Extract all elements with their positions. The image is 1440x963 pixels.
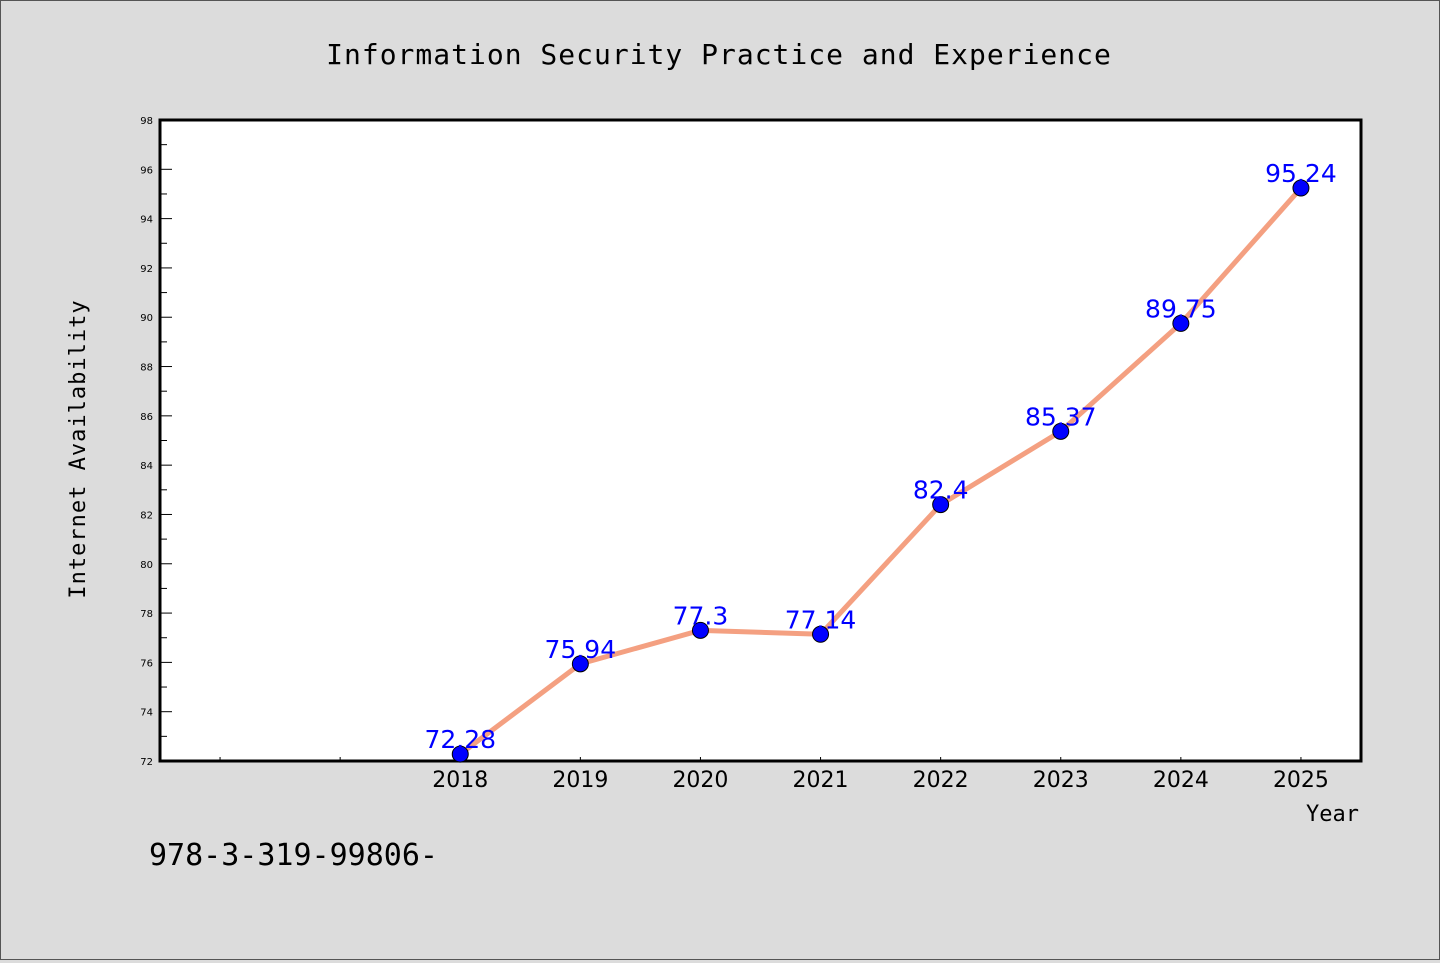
- data-label: 77.14: [785, 605, 857, 634]
- y-tick-label: 76: [140, 658, 153, 669]
- data-label: 72.28: [424, 725, 496, 754]
- x-axis-ticks: 2018 2019 2020 2021 2022 2023 2024 2025: [219, 757, 1329, 793]
- x-tick-label: 2021: [793, 768, 849, 793]
- y-tick-label: 84: [140, 461, 153, 472]
- y-tick-label: 96: [140, 165, 153, 176]
- x-tick-label: 2018: [432, 768, 488, 793]
- data-point: [932, 496, 950, 514]
- x-tick-label: 2020: [672, 768, 728, 793]
- x-tick-label: 2025: [1273, 768, 1329, 793]
- series-group: [451, 179, 1310, 763]
- data-label: 95.24: [1265, 159, 1337, 188]
- y-tick-label: 98: [140, 116, 153, 127]
- footer-text: 978-3-319-99806-: [149, 838, 438, 873]
- data-point: [691, 621, 709, 639]
- y-tick-label: 80: [140, 560, 153, 571]
- y-tick-label: 94: [140, 215, 153, 226]
- y-tick-label: 72: [140, 757, 153, 768]
- data-point: [1052, 422, 1070, 440]
- data-point: [451, 745, 469, 763]
- data-label: 89.75: [1145, 294, 1217, 323]
- plot-area: [158, 118, 1363, 763]
- x-tick-label: 2019: [552, 768, 608, 793]
- y-tick-label: 78: [140, 609, 153, 620]
- y-axis-label: Internet Availability: [66, 299, 91, 598]
- y-tick-label: 82: [140, 510, 153, 521]
- y-axis-ticks: 72 74 76 78 80 82 84 86 88 90 92 94 96 98: [140, 116, 172, 768]
- data-point: [812, 625, 830, 643]
- data-label: 85.37: [1025, 402, 1097, 431]
- series-line: [457, 185, 1304, 757]
- x-tick-label: 2022: [913, 768, 969, 793]
- y-tick-label: 90: [140, 313, 153, 324]
- x-tick-label: 2024: [1153, 768, 1209, 793]
- x-axis-label: Year: [1306, 802, 1359, 827]
- x-tick-label: 2023: [1033, 768, 1089, 793]
- data-point: [1172, 314, 1190, 332]
- data-label: 82.4: [913, 476, 969, 505]
- data-label: 75.94: [545, 635, 617, 664]
- y-tick-label: 86: [140, 412, 153, 423]
- data-point: [1292, 179, 1310, 197]
- y-tick-label: 92: [140, 264, 153, 275]
- y-tick-label: 74: [140, 708, 153, 719]
- data-point: [571, 655, 589, 673]
- y-tick-label: 88: [140, 363, 153, 374]
- chart-title: Information Security Practice and Experi…: [326, 38, 1112, 71]
- data-label: 77.3: [673, 601, 729, 630]
- data-labels: 72.28 75.94 77.3 77.14 82.4 85.37 89.75 95.24: [424, 159, 1336, 754]
